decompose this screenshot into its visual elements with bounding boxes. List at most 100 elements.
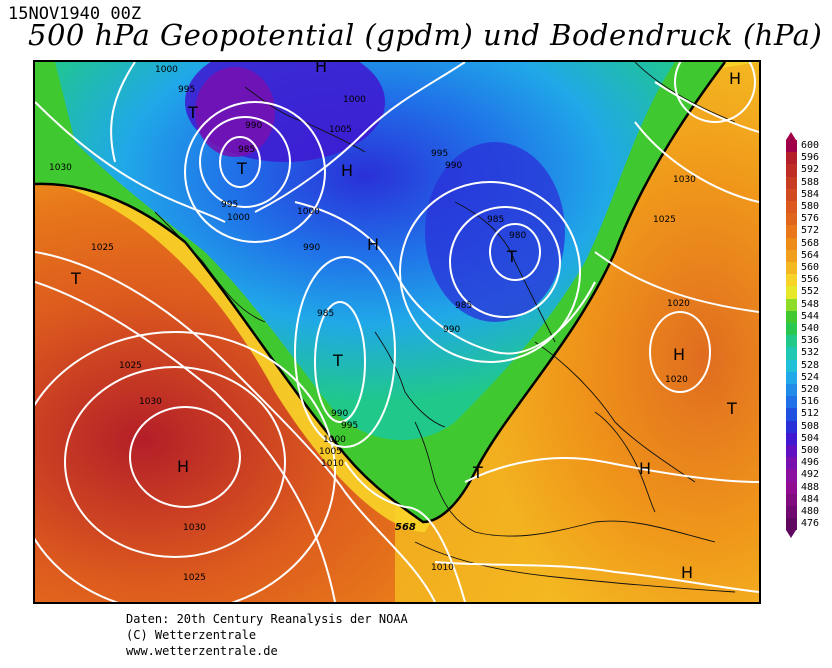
legend-label: 564 (801, 249, 820, 261)
pressure-label: 1025 (91, 243, 114, 253)
pressure-label: 990 (443, 325, 460, 335)
pressure-label: 985 (455, 301, 472, 311)
legend-swatch (786, 335, 797, 348)
legend-swatch (786, 396, 797, 409)
pressure-label: 995 (431, 149, 448, 159)
legend-label: 600 (801, 140, 820, 151)
legend-arrow-up-icon (786, 132, 796, 140)
pressure-label: 1000 (323, 435, 346, 445)
pressure-label: 1030 (49, 163, 72, 173)
isobar-1020-east (594, 251, 759, 313)
legend-swatch (786, 359, 797, 372)
isobar-1020-high (649, 311, 711, 393)
legend-swatch (786, 176, 797, 189)
isobar-1025 (35, 331, 336, 602)
isobar-1020-west (35, 281, 336, 602)
pressure-label: 985 (317, 309, 334, 319)
credit-data-source: Daten: 20th Century Reanalysis der NOAA (126, 612, 408, 626)
legend-label: 512 (801, 408, 820, 420)
pressure-label: 1000 (297, 207, 320, 217)
isobar-980 (489, 223, 541, 281)
isobar-985-arctic (219, 136, 261, 188)
legend-swatch (786, 310, 797, 323)
pressure-label: 1030 (139, 397, 162, 407)
isobar-1030-north (35, 101, 226, 223)
legend-swatch (786, 371, 797, 384)
isobar-1015-south (464, 457, 759, 483)
isobar-1025-east (634, 121, 759, 203)
legend-label: 596 (801, 152, 820, 164)
legend-swatch (786, 506, 797, 519)
legend-label: 504 (801, 432, 820, 444)
pressure-label: 995 (221, 200, 238, 210)
coast-mediterranean (474, 520, 716, 543)
legend-label: 520 (801, 384, 820, 395)
isobar-985-scand (449, 206, 561, 318)
pressure-label: 985 (238, 145, 255, 155)
legend-swatch (786, 225, 797, 238)
legend-swatch (786, 188, 797, 201)
legend-swatch (786, 384, 797, 397)
coast-africa (414, 541, 736, 593)
pressure-label: 1020 (665, 375, 688, 385)
pressure-label: 1025 (119, 361, 142, 371)
legend-swatch (786, 152, 797, 165)
system-marker: T (726, 399, 737, 418)
system-marker: H (177, 457, 189, 476)
system-marker: H (341, 161, 353, 180)
pressure-label: 990 (245, 121, 262, 131)
legend-swatch (786, 432, 797, 445)
isobar-1000-north (110, 62, 136, 163)
system-marker: H (673, 345, 685, 364)
isobar-990-central (294, 256, 396, 448)
coast-siberia (634, 62, 736, 123)
legend-label: 572 (801, 225, 820, 237)
legend-swatch (786, 518, 797, 531)
system-marker: T (472, 463, 483, 482)
legend-swatch (786, 298, 797, 311)
credit-website[interactable]: www.wetterzentrale.de (126, 644, 278, 658)
isobar-985-central (314, 301, 366, 423)
coast-greenland (154, 211, 266, 323)
pressure-label: 1005 (319, 447, 342, 457)
pressure-label: 990 (445, 161, 462, 171)
system-marker: H (315, 62, 327, 76)
legend-swatch (786, 262, 797, 275)
isobar-1030-east (654, 81, 759, 133)
legend-label: 488 (801, 481, 820, 493)
pressure-label: 990 (331, 409, 348, 419)
legend-label: 588 (801, 176, 820, 188)
legend-arrow-down-icon (786, 530, 796, 539)
legend-label: 552 (801, 286, 820, 298)
legend-swatch (786, 420, 797, 433)
legend-label: 508 (801, 420, 820, 432)
coast-italy (594, 411, 656, 513)
isobars (35, 62, 759, 602)
legend-label: 540 (801, 323, 820, 334)
coastlines (154, 62, 736, 593)
system-marker: T (332, 351, 343, 370)
pressure-label: 1025 (183, 573, 206, 583)
system-marker: H (639, 459, 651, 478)
legend-swatch (786, 457, 797, 470)
system-marker: H (729, 69, 741, 88)
legend-label: 496 (801, 457, 820, 469)
pressure-label: 1010 (321, 459, 344, 469)
color-legend: 600 596 592 588 584 580 576 572 568 564 560 556 552 5… (786, 132, 826, 539)
isobar-1010-west (35, 251, 436, 602)
isobar-1005 (344, 461, 466, 602)
legend-label: 484 (801, 493, 820, 505)
legend-label: 532 (801, 347, 820, 359)
legend-label: 492 (801, 469, 820, 481)
isobar-1030-inner (129, 406, 241, 508)
pressure-systems: H T T H T H T T H H H H T H T (70, 62, 741, 582)
pressure-label: 1020 (667, 299, 690, 309)
system-marker: H (367, 235, 379, 254)
system-marker: H (681, 563, 693, 582)
legend-label: 568 (801, 237, 820, 249)
pressure-label: 995 (341, 421, 358, 431)
legend-swatch (786, 481, 797, 494)
coast-biscay (414, 421, 476, 533)
isobar-995 (294, 201, 596, 355)
legend-swatch (786, 140, 797, 153)
